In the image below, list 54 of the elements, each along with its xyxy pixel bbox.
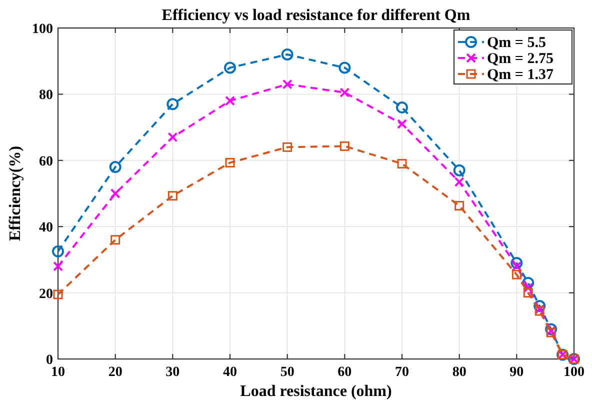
point (166, 98, 179, 110)
x-tick-label: 60 (338, 365, 352, 380)
point (110, 235, 120, 245)
point (522, 276, 534, 289)
point (52, 245, 64, 258)
point (523, 282, 534, 293)
y-tick-label: 100 (32, 22, 53, 37)
point (281, 48, 294, 60)
x-tick-label: 40 (223, 365, 237, 380)
point (510, 257, 523, 270)
y-tick-label: 40 (39, 220, 53, 236)
point (168, 191, 178, 201)
point (453, 164, 466, 176)
y-tick-label: 0 (46, 353, 53, 368)
point (340, 141, 350, 151)
x-tick-label: 50 (280, 365, 294, 380)
y-tick-label: 80 (39, 88, 53, 104)
point (225, 96, 235, 106)
x-axis-title: Load resistance (ohm) (240, 383, 392, 400)
point (168, 132, 178, 142)
point (523, 288, 533, 298)
x-tick-label: 100 (564, 365, 584, 380)
point (225, 158, 235, 168)
chart-title: Efficiency vs load resistance for different Qm (162, 7, 471, 24)
y-axis-title: Efficiency(%) (7, 146, 24, 242)
y-tick-label: 20 (39, 286, 53, 302)
point (109, 161, 122, 174)
point (53, 261, 63, 272)
legend-label: Qm = 2.75 (487, 51, 554, 67)
point (454, 176, 464, 187)
point (397, 158, 407, 168)
point (512, 261, 522, 272)
point (224, 62, 236, 74)
point (396, 101, 408, 114)
x-tick-label: 10 (51, 365, 65, 380)
point (340, 88, 350, 98)
point (545, 323, 558, 336)
x-tick-label: 30 (166, 365, 180, 380)
point (338, 62, 351, 74)
x-tick-label: 80 (452, 365, 466, 380)
x-tick-label: 90 (510, 365, 524, 380)
point (512, 270, 522, 280)
point (282, 79, 292, 90)
x-tick-label: 20 (108, 365, 122, 380)
y-tick-label: 60 (39, 154, 53, 170)
legend-label: Qm = 1.37 (487, 67, 554, 83)
legend-label: Qm = 5.5 (487, 35, 546, 51)
point (397, 118, 407, 129)
x-tick-label: 70 (395, 365, 409, 380)
point (53, 290, 63, 300)
point (110, 188, 120, 198)
point (454, 200, 464, 210)
point (534, 300, 546, 312)
point (282, 142, 292, 152)
